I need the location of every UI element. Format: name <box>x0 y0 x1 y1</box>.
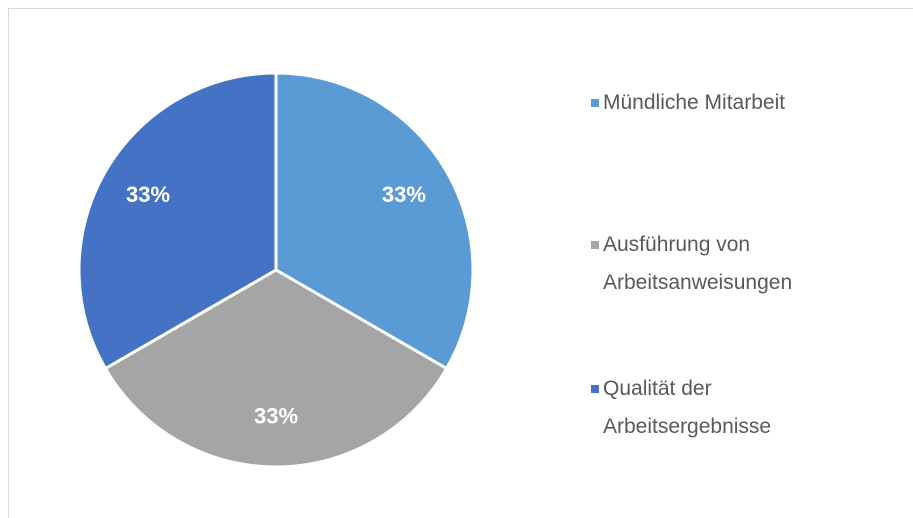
legend-item: Qualität der Arbeitsergebnisse <box>591 370 821 446</box>
legend-item: Ausführung von Arbeitsanweisungen <box>591 226 821 302</box>
legend-label: Ausführung von Arbeitsanweisungen <box>603 233 793 294</box>
legend-label: Qualität der Arbeitsergebnisse <box>603 377 772 438</box>
pie-slice <box>274 71 475 371</box>
legend-item: Mündliche Mitarbeit <box>591 84 821 122</box>
data-label: 33% <box>254 404 298 429</box>
frame <box>8 8 913 518</box>
data-label: 33% <box>382 182 426 207</box>
legend-swatch <box>591 385 599 393</box>
legend-swatch <box>591 241 599 249</box>
legend-label: Mündliche Mitarbeit <box>603 91 786 114</box>
data-label: 33% <box>126 182 170 207</box>
legend-swatch <box>591 99 599 107</box>
pie-slice <box>77 71 278 371</box>
